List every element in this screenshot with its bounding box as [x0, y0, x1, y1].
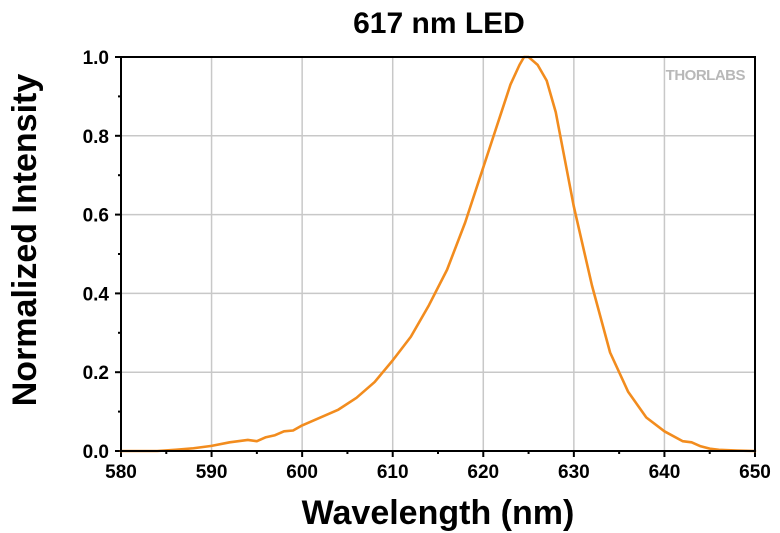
y-tick-label: 0.6 — [83, 206, 109, 227]
chart-title: 617 nm LED — [353, 7, 525, 40]
series-line — [119, 55, 757, 453]
x-axis-label: Wavelength (nm) — [302, 494, 575, 532]
thorlabs-watermark: THORLABS — [666, 67, 746, 84]
y-tick-label: 0.2 — [83, 363, 109, 384]
grid-lines — [120, 56, 756, 452]
x-tick-label: 610 — [377, 462, 409, 483]
x-tick-label: 630 — [558, 462, 590, 483]
x-tick-labels: 580 590 600 610 620 630 640 650 — [105, 462, 771, 483]
plot-frame — [120, 56, 756, 452]
y-tick-label: 0.8 — [83, 127, 109, 148]
x-tick-label: 620 — [467, 462, 499, 483]
x-tick-label: 650 — [739, 462, 771, 483]
y-axis-label: Normalized Intensity — [6, 74, 44, 407]
x-tick-label: 640 — [649, 462, 681, 483]
x-tick-label: 590 — [196, 462, 228, 483]
y-tick-label: 0.4 — [83, 284, 110, 305]
y-tick-label: 0.0 — [83, 442, 109, 463]
x-tick-label: 580 — [105, 462, 137, 483]
y-tick-label: 1.0 — [83, 48, 109, 69]
x-tick-label: 600 — [286, 462, 318, 483]
y-tick-labels: 0.0 0.2 0.4 0.6 0.8 1.0 — [83, 48, 110, 463]
